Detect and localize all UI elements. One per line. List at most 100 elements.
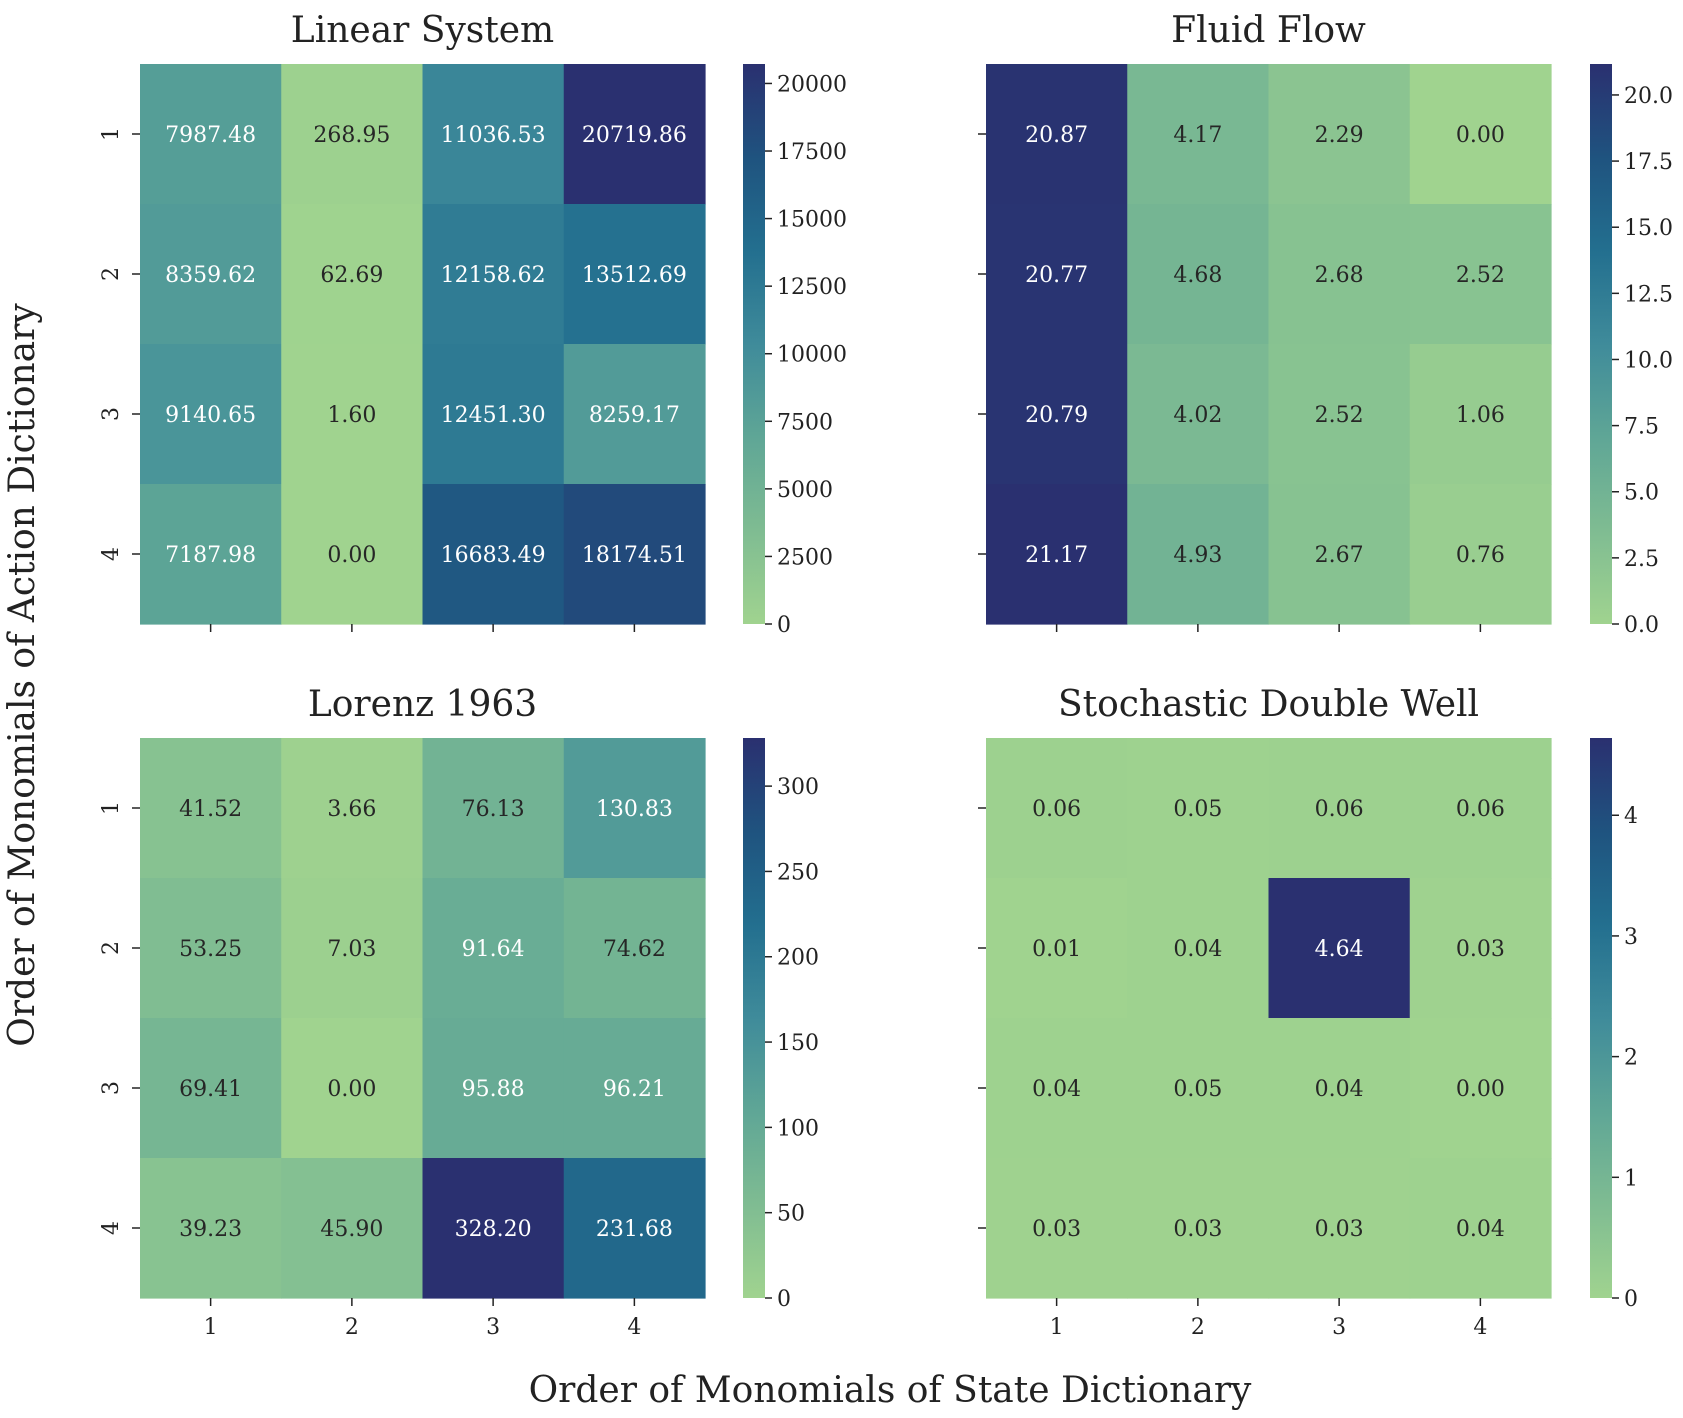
colorbar-tick-label: 12.5 bbox=[1624, 282, 1673, 307]
heatmap-cell bbox=[140, 204, 282, 345]
cell-value-label: 328.20 bbox=[455, 1217, 532, 1242]
cell-value-label: 20.77 bbox=[1025, 263, 1088, 288]
cell-value-label: 2.52 bbox=[1456, 263, 1505, 288]
heatmap-cell bbox=[563, 878, 706, 1019]
cell-value-label: 7.03 bbox=[327, 937, 376, 962]
colorbar-tick-label: 2500 bbox=[777, 545, 833, 570]
heatmap-cell bbox=[986, 738, 1128, 879]
heatmap-cell bbox=[422, 738, 565, 879]
x-tick-label: 2 bbox=[1191, 1315, 1205, 1340]
y-tick-label: 1 bbox=[99, 801, 124, 815]
cell-value-label: 0.03 bbox=[1032, 1217, 1081, 1242]
colorbar-tick-label: 7500 bbox=[777, 410, 833, 435]
heatmap-cell bbox=[281, 878, 424, 1019]
y-tick-label: 3 bbox=[99, 407, 124, 421]
colorbar-tick-label: 100 bbox=[777, 1116, 819, 1141]
cell-value-label: 0.04 bbox=[1032, 1077, 1081, 1102]
x-tick-label: 1 bbox=[1050, 1315, 1064, 1340]
heatmap-cell bbox=[1409, 878, 1552, 1019]
heatmap-panel-3: Lorenz 1963 41.52 3.66 76.13 130.83 53.25 7.03… bbox=[99, 684, 819, 1340]
y-tick-label: 1 bbox=[99, 127, 124, 141]
y-tick-label: 2 bbox=[99, 941, 124, 955]
heatmap-cell bbox=[422, 878, 565, 1019]
cell-value-label: 41.52 bbox=[179, 797, 242, 822]
cell-value-label: 0.03 bbox=[1173, 1217, 1222, 1242]
heatmap-cell bbox=[1268, 484, 1411, 625]
colorbar-tick-label: 4 bbox=[1624, 804, 1638, 829]
y-tick-label: 2 bbox=[99, 267, 124, 281]
figure-xlabel: Order of Monomials of State Dictionary bbox=[529, 1370, 1252, 1411]
cell-value-label: 8359.62 bbox=[165, 263, 256, 288]
colorbar bbox=[1590, 64, 1612, 624]
heatmap-cell bbox=[422, 1018, 565, 1159]
cell-value-label: 1.06 bbox=[1456, 403, 1505, 428]
colorbar-tick-label: 200 bbox=[777, 946, 819, 971]
heatmap-cell bbox=[986, 1018, 1128, 1159]
cell-value-label: 4.68 bbox=[1173, 263, 1222, 288]
heatmap-cell bbox=[1409, 1158, 1552, 1299]
heatmap-cell bbox=[1268, 878, 1411, 1019]
colorbar-tick-label: 2.5 bbox=[1624, 547, 1659, 572]
heatmap-cell bbox=[422, 1158, 565, 1299]
heatmap-cell bbox=[1127, 204, 1270, 345]
figure-ylabel: Order of Monomials of Action Dictionary bbox=[2, 303, 43, 1047]
cell-value-label: 0.01 bbox=[1032, 937, 1081, 962]
heatmap-cell bbox=[281, 204, 424, 345]
heatmap-cell bbox=[140, 1158, 282, 1299]
heatmap-cell bbox=[563, 344, 706, 485]
heatmap-cell bbox=[281, 738, 424, 879]
cell-value-label: 0.00 bbox=[327, 543, 376, 568]
heatmap-cell bbox=[1127, 64, 1270, 205]
panel-title: Lorenz 1963 bbox=[308, 684, 537, 725]
cell-value-label: 95.88 bbox=[462, 1077, 525, 1102]
cell-value-label: 69.41 bbox=[179, 1077, 242, 1102]
heatmap-cell bbox=[422, 64, 565, 205]
cell-value-label: 21.17 bbox=[1025, 543, 1088, 568]
cell-value-label: 7187.98 bbox=[165, 543, 256, 568]
heatmap-cell bbox=[563, 1158, 706, 1299]
heatmap-cell bbox=[281, 64, 424, 205]
heatmap-cell bbox=[140, 878, 282, 1019]
heatmap-cell bbox=[986, 1158, 1128, 1299]
heatmap-panel-4: Stochastic Double Well 0.06 0.05 0.06 0.06 0.… bbox=[978, 684, 1638, 1340]
x-tick-label: 4 bbox=[627, 1315, 641, 1340]
cell-value-label: 13512.69 bbox=[582, 263, 687, 288]
heatmap-cell bbox=[140, 484, 282, 625]
heatmap-cell bbox=[563, 64, 706, 205]
heatmap-cell bbox=[1268, 1018, 1411, 1159]
heatmap-cell bbox=[281, 344, 424, 485]
cell-value-label: 231.68 bbox=[596, 1217, 673, 1242]
heatmap-panel-2: Fluid Flow 20.87 4.17 2.29 0.00 20.77 4.68 2.68… bbox=[978, 10, 1673, 638]
x-tick-label: 3 bbox=[486, 1315, 500, 1340]
colorbar-tick-label: 7.5 bbox=[1624, 415, 1659, 440]
heatmap-cell bbox=[563, 204, 706, 345]
cell-value-label: 0.04 bbox=[1456, 1217, 1505, 1242]
cell-value-label: 7987.48 bbox=[165, 123, 256, 148]
cell-value-label: 20.79 bbox=[1025, 403, 1088, 428]
colorbar-tick-label: 20.0 bbox=[1624, 84, 1673, 109]
cell-value-label: 0.00 bbox=[327, 1077, 376, 1102]
cell-value-label: 4.17 bbox=[1173, 123, 1222, 148]
heatmap-cell bbox=[422, 204, 565, 345]
heatmap-cell bbox=[1127, 484, 1270, 625]
heatmap-cell bbox=[1127, 1018, 1270, 1159]
heatmap-cell bbox=[563, 1018, 706, 1159]
x-tick-label: 4 bbox=[1473, 1315, 1487, 1340]
heatmap-cell bbox=[140, 1018, 282, 1159]
heatmap-cell bbox=[140, 738, 282, 879]
panel-title: Stochastic Double Well bbox=[1058, 684, 1479, 725]
cell-value-label: 76.13 bbox=[462, 797, 525, 822]
colorbar-tick-label: 300 bbox=[777, 775, 819, 800]
colorbar-tick-label: 50 bbox=[777, 1202, 805, 1227]
cell-value-label: 96.21 bbox=[603, 1077, 666, 1102]
cell-value-label: 2.68 bbox=[1315, 263, 1364, 288]
cell-value-label: 2.29 bbox=[1315, 123, 1364, 148]
cell-value-label: 20719.86 bbox=[582, 123, 687, 148]
colorbar-tick-label: 2 bbox=[1624, 1046, 1638, 1071]
cell-value-label: 39.23 bbox=[179, 1217, 242, 1242]
heatmap-cell bbox=[1268, 204, 1411, 345]
cell-value-label: 62.69 bbox=[320, 263, 383, 288]
cell-value-label: 0.06 bbox=[1456, 797, 1505, 822]
colorbar-tick-label: 5.0 bbox=[1624, 481, 1659, 506]
